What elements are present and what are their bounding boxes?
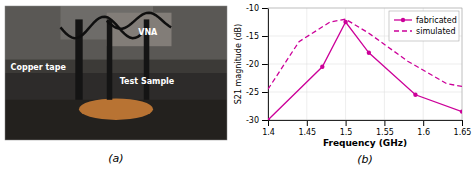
y-tick-mark — [262, 92, 268, 93]
y-tick: -25 — [246, 88, 268, 97]
x-tick: 1.6 — [417, 120, 430, 137]
legend-label: fabricated — [416, 16, 457, 25]
annotation: Test Sample — [120, 77, 175, 86]
photo-copper-disk — [79, 98, 153, 119]
grid — [268, 8, 462, 120]
y-tick-label: -15 — [246, 32, 259, 41]
y-tick-mark — [262, 120, 268, 121]
plot-frame — [268, 8, 462, 120]
photo-wall — [5, 6, 227, 60]
x-axis-title: Frequency (GHz) — [323, 138, 407, 148]
photo-stand — [107, 19, 113, 99]
x-tick: 1.45 — [298, 120, 316, 137]
y-tick-mark — [262, 36, 268, 37]
legend-box — [389, 11, 459, 41]
photo-cable — [107, 13, 171, 29]
y-tick-label: -10 — [246, 4, 259, 13]
x-tick: 1.65 — [454, 120, 472, 137]
x-tick-mark — [346, 120, 347, 126]
series-marker — [320, 65, 324, 69]
y-axis-title: S21 magnitude (dB) — [234, 24, 243, 104]
legend: fabricated simulated — [389, 11, 459, 41]
x-tick-mark — [423, 120, 424, 126]
photo-vna — [107, 13, 172, 47]
annotation: VNA — [138, 28, 158, 37]
y-tick: -30 — [246, 116, 268, 125]
series-line — [268, 19, 462, 89]
series-marker — [367, 51, 371, 55]
photo — [5, 6, 227, 140]
x-tick: 1.5 — [340, 120, 353, 137]
photo-table-reflection — [5, 73, 227, 100]
panel-title: (a) — [108, 152, 123, 165]
series-marker — [343, 20, 347, 24]
y-tick-label: -30 — [246, 116, 259, 125]
y-axis: -30 -25 -20 -15 -10 — [246, 4, 269, 125]
x-tick-mark — [307, 120, 308, 126]
y-tick-label: -20 — [246, 60, 259, 69]
legend-label: simulated — [416, 27, 456, 36]
legend-marker — [401, 18, 405, 22]
x-tick-label: 1.5 — [340, 128, 353, 137]
y-tick: -15 — [246, 32, 268, 41]
x-tick: 1.4 — [262, 120, 275, 137]
figure: Copper tapeTest SampleVNA(a)1.41.451.51.… — [0, 0, 474, 169]
y-tick-label: -25 — [246, 88, 259, 97]
panel-title: (b) — [357, 153, 373, 166]
plot-area — [268, 19, 462, 120]
x-tick-label: 1.6 — [417, 128, 430, 137]
series-marker — [413, 93, 417, 97]
x-tick-mark — [268, 120, 269, 126]
x-tick-label: 1.55 — [376, 128, 394, 137]
photo-cable — [61, 17, 141, 38]
x-axis: 1.4 1.45 1.5 1.55 1.6 1.65 — [262, 120, 471, 137]
y-tick-mark — [262, 8, 268, 9]
legend-swatch — [394, 30, 412, 31]
y-tick: -20 — [246, 60, 268, 69]
x-tick-label: 1.45 — [298, 128, 316, 137]
x-tick-label: 1.65 — [454, 128, 472, 137]
photo-background — [5, 6, 227, 140]
x-tick: 1.55 — [376, 120, 394, 137]
photo-stand — [75, 19, 82, 99]
x-tick-mark — [384, 120, 385, 126]
photo-frame — [5, 6, 227, 140]
series-marker — [460, 109, 462, 113]
y-tick: -10 — [246, 4, 268, 13]
y-tick-mark — [262, 64, 268, 65]
grid-line-y — [268, 64, 462, 65]
x-tick-mark — [462, 120, 463, 126]
series-marker — [268, 118, 270, 120]
annotation: Copper tape — [11, 63, 67, 72]
x-tick-label: 1.4 — [262, 128, 275, 137]
